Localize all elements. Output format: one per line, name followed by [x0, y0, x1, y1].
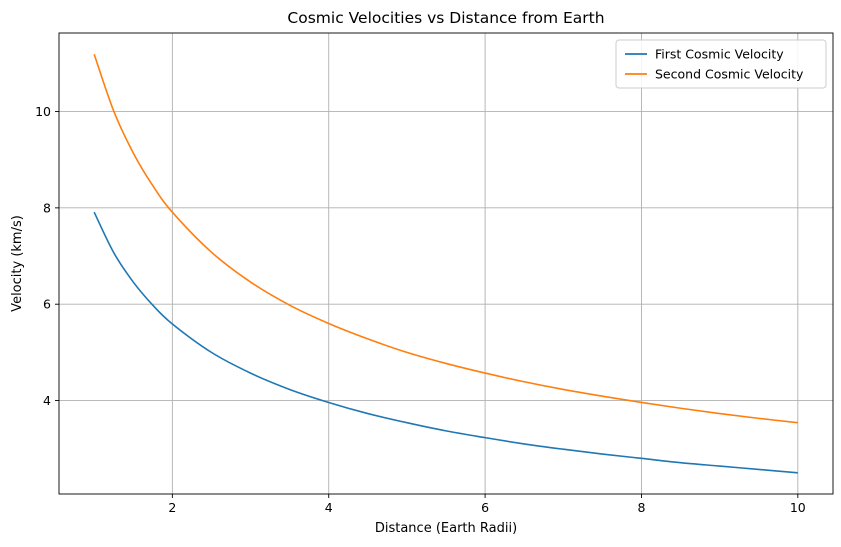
y-axis-label: Velocity (km/s)	[10, 215, 25, 312]
x-axis-label: Distance (Earth Radii)	[375, 521, 517, 536]
x-tick-label: 6	[481, 500, 489, 515]
grid	[59, 33, 833, 494]
x-tick-label: 8	[637, 500, 645, 515]
y-tick-label: 4	[43, 393, 51, 408]
y-tick-label: 6	[43, 297, 51, 312]
legend-label-first-cosmic-velocity: First Cosmic Velocity	[655, 47, 784, 62]
ticks: 2 4 6 8 10 4 6 8 10	[35, 104, 806, 515]
x-tick-label: 4	[325, 500, 333, 515]
series-line-second-cosmic-velocity	[93, 53, 798, 424]
y-tick-label: 10	[35, 104, 51, 119]
series-layer	[93, 53, 798, 474]
legend-box	[615, 39, 827, 89]
series-line-first-cosmic-velocity	[93, 211, 798, 474]
x-tick-label: 2	[168, 500, 176, 515]
legend: First Cosmic Velocity Second Cosmic Veloc…	[615, 39, 827, 89]
chart-title: Cosmic Velocities vs Distance from Earth	[287, 9, 604, 27]
legend-label-second-cosmic-velocity: Second Cosmic Velocity	[655, 67, 804, 82]
y-tick-label: 8	[43, 200, 51, 215]
x-tick-label: 10	[790, 500, 806, 515]
plot-frame	[58, 32, 834, 495]
